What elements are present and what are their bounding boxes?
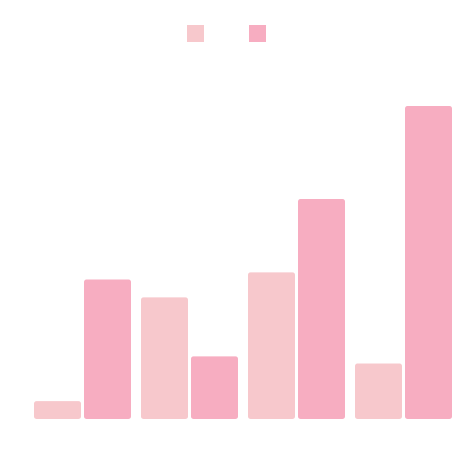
bar-series-1-group-2 [141, 297, 188, 419]
legend [187, 25, 266, 42]
bar-series-2-group-2 [191, 356, 238, 419]
bar-series-2-group-1 [84, 279, 131, 419]
bars-group [34, 106, 452, 419]
legend-swatch-series-2 [249, 25, 266, 42]
bar-series-1-group-1 [34, 401, 81, 419]
bar-series-2-group-3 [298, 199, 345, 419]
bar-series-2-group-4 [405, 106, 452, 419]
bar-series-1-group-4 [355, 363, 402, 419]
legend-swatch-series-1 [187, 25, 204, 42]
bar-series-1-group-3 [248, 272, 295, 419]
